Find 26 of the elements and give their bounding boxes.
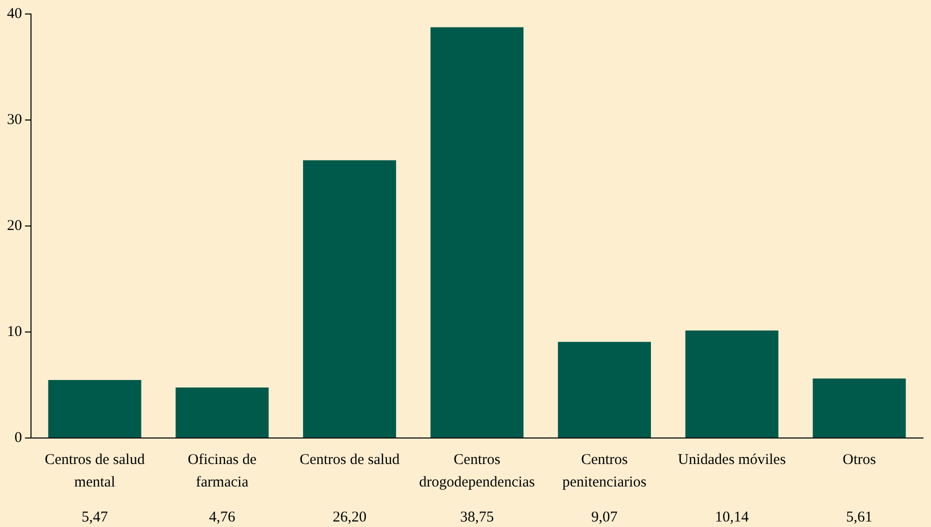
bar bbox=[685, 330, 778, 438]
x-tick-label: Centros penitenciarios bbox=[562, 452, 647, 491]
data-label: 26,20 bbox=[332, 509, 366, 526]
y-tick-label: 40 bbox=[7, 6, 22, 22]
data-label: 4,76 bbox=[209, 509, 236, 526]
data-label: 10,14 bbox=[714, 509, 750, 526]
bar bbox=[176, 388, 269, 438]
y-tick-label: 0 bbox=[14, 430, 22, 446]
data-label: 5,47 bbox=[82, 509, 108, 526]
x-tick-label: Oficinas de farmacia bbox=[188, 452, 257, 491]
x-tick-label: Otros bbox=[842, 452, 876, 468]
x-tick-label: Unidades móviles bbox=[678, 452, 786, 468]
bar bbox=[303, 160, 396, 438]
data-label: 5,61 bbox=[846, 509, 872, 526]
x-tick-label: Centros drogodependencias bbox=[419, 452, 536, 491]
x-tick-label: Centros de salud mental bbox=[44, 452, 146, 491]
x-tick-label: Centros de salud bbox=[300, 452, 400, 468]
bar bbox=[558, 342, 651, 438]
data-label: 38,75 bbox=[460, 509, 494, 526]
data-label: 9,07 bbox=[591, 509, 618, 526]
bar bbox=[48, 380, 142, 438]
y-tick-label: 20 bbox=[7, 218, 22, 234]
y-tick-label: 10 bbox=[7, 324, 22, 340]
bar bbox=[430, 27, 524, 438]
bar bbox=[812, 378, 906, 438]
y-tick-label: 30 bbox=[7, 112, 22, 128]
